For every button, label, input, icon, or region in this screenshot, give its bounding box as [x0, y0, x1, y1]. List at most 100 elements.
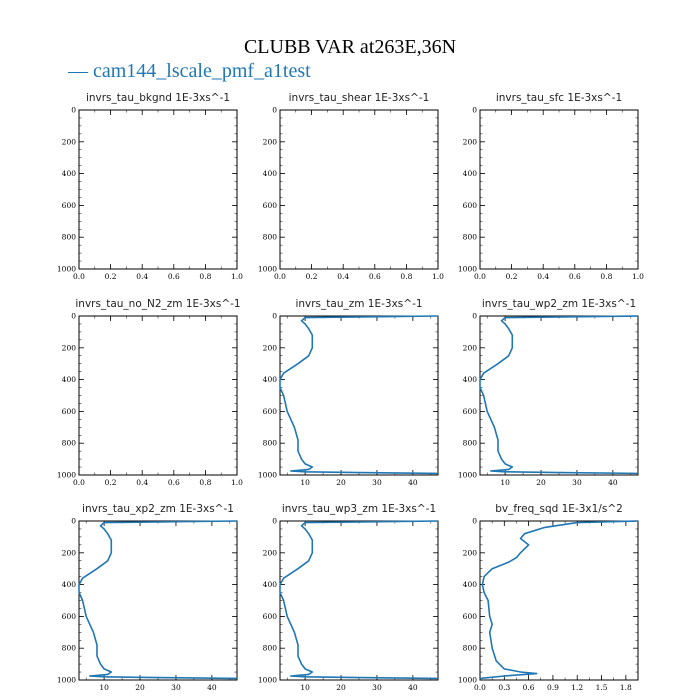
y-tick-label: 0	[472, 106, 477, 115]
plot-frame	[479, 109, 639, 270]
panel-title: invrs_tau_wp2_zm 1E-3xs^-1	[482, 298, 636, 310]
panel-title: invrs_tau_wp3_zm 1E-3xs^-1	[282, 503, 436, 515]
x-tick-label: 0.6	[168, 272, 180, 281]
y-tick-label: 600	[463, 407, 478, 416]
x-tick-label: 0.0	[474, 272, 486, 281]
panel-9: bv_freq_sqd 1E-3x1/s^2020040060080010000…	[458, 503, 639, 692]
y-tick-label: 800	[263, 233, 278, 242]
x-tick-label: 30	[372, 683, 382, 692]
x-tick-label: 10	[300, 683, 310, 692]
x-tick-label: 0.3	[498, 683, 510, 692]
x-tick-label: 30	[171, 683, 181, 692]
panel-title: invrs_tau_shear 1E-3xs^-1	[289, 92, 430, 104]
panel-title: invrs_tau_xp2_zm 1E-3xs^-1	[82, 503, 234, 515]
y-tick-label: 1000	[258, 265, 277, 274]
y-tick-label: 600	[62, 612, 77, 621]
x-tick-label: 20	[336, 683, 346, 692]
y-tick-label: 400	[463, 375, 478, 384]
panel-title: invrs_tau_sfc 1E-3xs^-1	[496, 92, 622, 104]
y-tick-label: 800	[463, 439, 478, 448]
panel-title: bv_freq_sqd 1E-3x1/s^2	[495, 503, 623, 515]
x-tick-label: 40	[408, 478, 418, 487]
x-tick-label: 1.2	[571, 683, 583, 692]
y-tick-label: 400	[62, 169, 77, 178]
x-tick-label: 0.6	[569, 272, 581, 281]
x-tick-label: 0.2	[105, 478, 117, 487]
legend-entry: — cam144_lscale_pmf_a1test	[68, 60, 311, 82]
panel-7: invrs_tau_xp2_zm 1E-3xs^-1 0 200 400 600 800 1…	[57, 503, 238, 692]
x-tick-label: 0.2	[306, 272, 318, 281]
panel-5: invrs_tau_zm 1E-3xs^-1 0 200 400 600 800 1000 1…	[258, 298, 439, 487]
y-tick-label: 0	[272, 106, 277, 115]
plot-frame	[279, 109, 439, 270]
series-line	[279, 520, 439, 680]
y-tick-label: 0	[71, 517, 76, 526]
y-tick-label: 400	[263, 580, 278, 589]
y-tick-label: 400	[62, 375, 77, 384]
x-tick-label: 0.4	[337, 272, 349, 281]
y-tick-label: 800	[62, 233, 77, 242]
y-tick-label: 200	[263, 343, 278, 352]
panel-title: invrs_tau_bkgnd 1E-3xs^-1	[86, 92, 230, 104]
y-tick-label: 0	[272, 312, 277, 321]
plot-frame	[479, 315, 639, 476]
x-tick-label: 0.6	[523, 683, 535, 692]
x-tick-label: 40	[608, 478, 618, 487]
plot-frame	[279, 315, 439, 476]
panel-title: invrs_tau_no_N2_zm 1E-3xs^-1	[75, 298, 240, 310]
y-tick-label: 1000	[458, 676, 477, 685]
series-line	[479, 315, 639, 475]
x-tick-label: 0.6	[369, 272, 381, 281]
y-tick-label: 0	[472, 517, 477, 526]
series-line	[78, 520, 238, 680]
y-tick-label: 600	[263, 407, 278, 416]
y-tick-label: 600	[263, 201, 278, 210]
panel-3: invrs_tau_sfc 1E-3xs^-1 0 200 400 600 800 1000…	[458, 92, 644, 281]
plot-frame	[78, 109, 238, 270]
y-tick-label: 800	[263, 439, 278, 448]
y-tick-label: 400	[463, 580, 478, 589]
plot-frame	[479, 520, 639, 681]
panel-1: invrs_tau_bkgnd 1E-3xs^-1 0 200 400 600 800 10…	[57, 92, 243, 281]
x-tick-label: 10	[99, 683, 109, 692]
y-tick-label: 200	[463, 137, 478, 146]
figure-title: CLUBB VAR at263E,36N	[243, 36, 457, 58]
y-tick-label: 200	[62, 548, 77, 557]
y-tick-label: 0	[71, 312, 76, 321]
x-tick-label: 0.8	[400, 272, 412, 281]
x-tick-label: 0.8	[600, 272, 612, 281]
x-tick-label: 1.8	[620, 683, 632, 692]
y-tick-label: 0	[71, 106, 76, 115]
y-tick-label: 800	[62, 439, 77, 448]
x-tick-label: 30	[572, 478, 582, 487]
y-tick-label: 800	[62, 644, 77, 653]
x-tick-label: 0.0	[274, 272, 286, 281]
x-tick-label: 0.4	[136, 478, 148, 487]
x-tick-label: 40	[408, 683, 418, 692]
y-tick-label: 0	[272, 517, 277, 526]
y-tick-label: 600	[62, 407, 77, 416]
y-tick-label: 400	[463, 169, 478, 178]
y-tick-label: 1000	[57, 265, 76, 274]
x-tick-label: 1.0	[231, 478, 243, 487]
x-tick-label: 0.2	[506, 272, 518, 281]
y-tick-label: 600	[463, 612, 478, 621]
x-tick-label: 0.9	[547, 683, 559, 692]
panel-8: invrs_tau_wp3_zm 1E-3xs^-1 0 200 400 600 800 1…	[258, 503, 439, 692]
y-tick-label: 1000	[458, 265, 477, 274]
x-tick-label: 10	[300, 478, 310, 487]
y-tick-label: 200	[62, 343, 77, 352]
x-tick-label: 10	[500, 478, 510, 487]
panel-4: invrs_tau_no_N2_zm 1E-3xs^-1 0 200 400 600 80…	[57, 298, 243, 487]
y-tick-label: 800	[263, 644, 278, 653]
x-tick-label: 40	[207, 683, 217, 692]
x-tick-label: 0.8	[199, 478, 211, 487]
x-tick-label: 1.0	[231, 272, 243, 281]
y-tick-label: 600	[263, 612, 278, 621]
y-tick-label: 600	[463, 201, 478, 210]
y-tick-label: 200	[463, 548, 478, 557]
y-tick-label: 400	[263, 169, 278, 178]
x-tick-label: 30	[372, 478, 382, 487]
x-tick-label: 0.0	[73, 272, 85, 281]
